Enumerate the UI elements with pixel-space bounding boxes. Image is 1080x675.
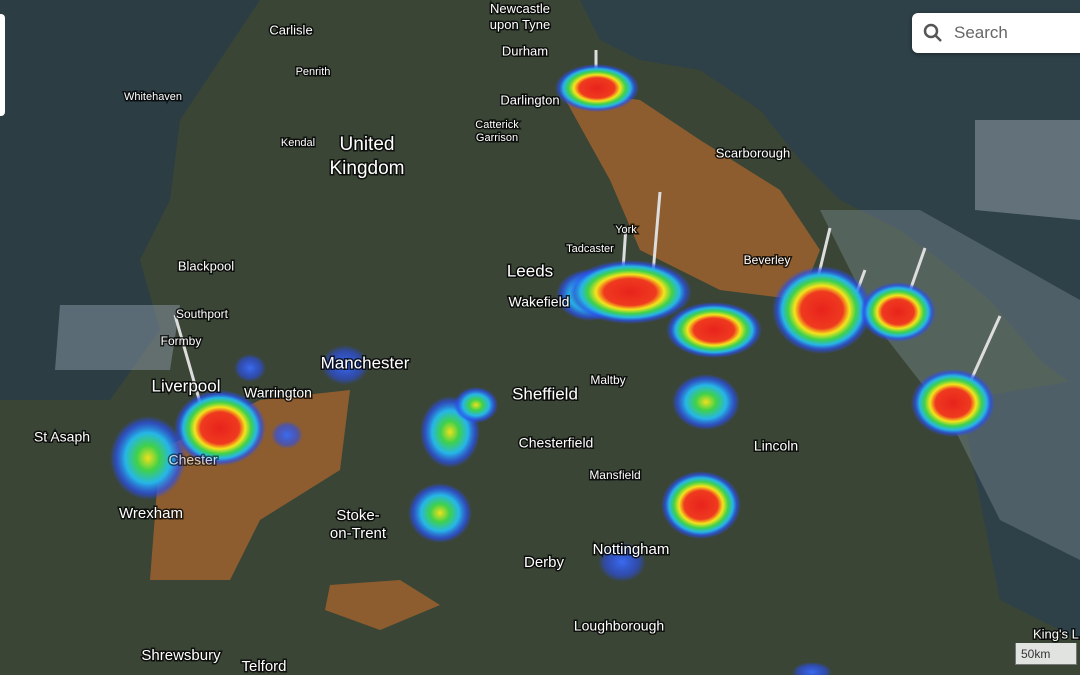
heat-blob xyxy=(555,64,639,112)
place-label: Kendal xyxy=(281,137,315,149)
place-label: Stoke-on-Trent xyxy=(330,507,387,542)
place-label: Liverpool xyxy=(152,376,221,395)
place-label: Scarborough xyxy=(716,145,790,160)
label-line: Garrison xyxy=(476,132,518,144)
heatmap xyxy=(110,50,1002,675)
place-label: Sheffield xyxy=(512,384,578,403)
heat-blob xyxy=(860,282,936,342)
place-label: St Asaph xyxy=(34,429,90,445)
place-label: Chesterfield xyxy=(519,435,594,451)
place-label: Warrington xyxy=(244,385,312,401)
place-label: York xyxy=(615,224,637,236)
heat-blob xyxy=(911,369,995,437)
place-label: Newcastle upon Tyne xyxy=(490,1,550,32)
label-line: Catterick xyxy=(475,119,519,131)
heat-blob xyxy=(792,662,832,675)
heat-blob xyxy=(454,387,498,423)
place-label: Wakefield xyxy=(509,294,570,310)
place-label: Carlisle xyxy=(269,22,312,37)
place-label: Durham xyxy=(502,43,548,58)
place-label: Tadcaster xyxy=(566,243,614,255)
place-label: Whitehaven xyxy=(124,91,182,103)
label-line: upon Tyne xyxy=(490,17,550,32)
place-label: Wrexham xyxy=(119,505,183,522)
place-label: Southport xyxy=(176,307,229,321)
side-panel-edge[interactable] xyxy=(0,14,5,116)
heat-blob xyxy=(271,421,303,449)
label-line: Newcastle xyxy=(490,1,550,16)
heat-blob xyxy=(666,302,762,358)
place-label: United Kingdom xyxy=(330,134,405,179)
heat-blob xyxy=(321,345,369,385)
place-label: Leeds xyxy=(507,261,553,280)
heat-blob xyxy=(174,390,266,466)
place-label: Beverley xyxy=(744,253,791,267)
heat-blob xyxy=(672,374,740,430)
place-label: Telford xyxy=(241,658,286,675)
heat-blob xyxy=(661,471,741,539)
heat-blob xyxy=(234,354,266,382)
place-label: Loughborough xyxy=(574,618,664,634)
place-label: Mansfield xyxy=(589,468,640,482)
place-label: Blackpool xyxy=(178,258,234,273)
heat-blob xyxy=(110,416,186,500)
place-label: Nottingham xyxy=(593,541,670,558)
place-label: King's L xyxy=(1033,626,1079,641)
label-line: Kingdom xyxy=(330,158,405,179)
place-label: Darlington xyxy=(500,92,559,107)
label-line: United xyxy=(340,134,395,155)
heat-blob xyxy=(772,266,872,354)
place-label: Formby xyxy=(161,334,202,348)
place-label: Chester xyxy=(168,452,217,468)
heat-blob xyxy=(568,260,692,324)
place-label: Catterick Garrison xyxy=(475,119,519,144)
place-label: Manchester xyxy=(321,353,410,372)
place-label: Derby xyxy=(524,554,565,571)
search-placeholder: Search xyxy=(954,23,1008,42)
search-icon xyxy=(923,23,942,42)
scale-bar: 50km xyxy=(1015,643,1077,665)
place-label: Shrewsbury xyxy=(141,647,221,664)
heat-blob xyxy=(408,483,472,543)
label-line: Stoke- xyxy=(336,507,379,524)
place-label: Penrith xyxy=(296,66,331,78)
place-labels: Newcastle upon Tyne Durham Carlisle Penri… xyxy=(32,0,1080,675)
place-label: Lincoln xyxy=(754,438,798,454)
place-label: Maltby xyxy=(590,373,625,387)
label-line: on-Trent xyxy=(330,525,387,542)
search-box[interactable]: Search xyxy=(912,13,1080,53)
heat-blob xyxy=(598,542,646,582)
